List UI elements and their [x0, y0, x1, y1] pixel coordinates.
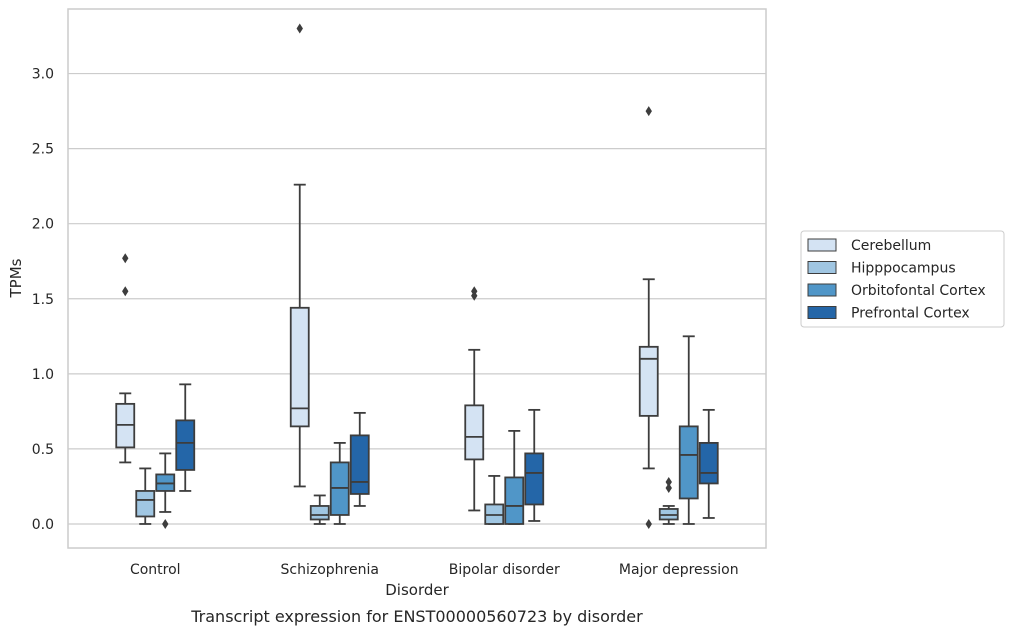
x-tick-label: Major depression [619, 562, 739, 578]
plot-frame [67, 8, 767, 549]
box-body [504, 476, 525, 525]
box-cerebellum [289, 23, 310, 488]
box-hipppocampus [484, 475, 505, 525]
box-hipppocampus [135, 467, 156, 525]
box-cerebellum [638, 106, 659, 529]
box-orbitofontal-cortex [678, 335, 699, 525]
legend-swatch [807, 261, 837, 274]
outlier-point [665, 482, 672, 493]
y-tick-label: 1.5 [32, 292, 54, 308]
x-tick-label: Schizophrenia [281, 562, 379, 578]
x-axis-label: Disorder [385, 581, 449, 599]
outlier-point [162, 518, 169, 529]
outlier-point [122, 253, 129, 264]
box-body [349, 434, 370, 495]
box-orbitofontal-cortex [504, 429, 525, 525]
boxes [115, 23, 719, 529]
legend-swatch [807, 283, 837, 297]
box-body [524, 452, 545, 506]
box-body [698, 442, 719, 485]
box-body [678, 425, 699, 500]
outlier-point [665, 476, 672, 487]
y-tick-label: 1.0 [32, 367, 54, 383]
legend-label: Orbitofontal Cortex [851, 283, 986, 299]
box-prefrontal-cortex [349, 411, 370, 507]
outlier-point [122, 286, 129, 297]
x-tick-labels: Control Schizophrenia Bipolar disorder Majo… [130, 562, 739, 578]
y-axis-label: TPMs [7, 258, 25, 298]
box-body [309, 505, 330, 521]
outlier-point [296, 23, 303, 34]
box-cerebellum [464, 286, 485, 512]
box-body [289, 306, 310, 428]
box-body [464, 404, 485, 461]
chart-caption: Transcript expression for ENST0000056072… [190, 607, 643, 626]
outlier-point [645, 106, 652, 117]
box-body [638, 345, 659, 417]
box-orbitofontal-cortex [329, 442, 350, 525]
box-body [135, 490, 156, 518]
box-cerebellum [115, 253, 136, 464]
box-prefrontal-cortex [175, 383, 196, 492]
y-tick-label: 0.5 [32, 442, 54, 458]
legend-frame [800, 230, 1005, 328]
outlier-point [645, 518, 652, 529]
legend-swatch [807, 238, 837, 252]
y-tick-label: 3.0 [32, 67, 54, 83]
x-tick-label: Bipolar disorder [449, 562, 560, 578]
y-tick-label: 0.0 [32, 517, 54, 533]
box-hipppocampus [658, 476, 679, 525]
legend-label: Prefrontal Cortex [851, 306, 970, 322]
y-tick-label: 2.5 [32, 142, 54, 158]
box-body [175, 419, 196, 471]
legend-swatch [807, 306, 837, 319]
y-tick-labels: 0.0 0.5 1.0 1.5 2.0 2.5 3.0 [32, 67, 54, 533]
y-tick-label: 2.0 [32, 217, 54, 233]
box-hipppocampus [309, 494, 330, 525]
plot-background [68, 9, 766, 548]
legend-label: Cerebellum [851, 238, 931, 254]
box-prefrontal-cortex [524, 408, 545, 522]
x-tick-label: Control [130, 562, 181, 578]
outlier-point [471, 286, 478, 297]
legend-label: Hipppocampus [851, 261, 956, 277]
box-prefrontal-cortex [698, 408, 719, 519]
legend: Cerebellum Hipppocampus Orbitofontal Corte… [800, 230, 1005, 328]
box-orbitofontal-cortex [155, 452, 176, 529]
